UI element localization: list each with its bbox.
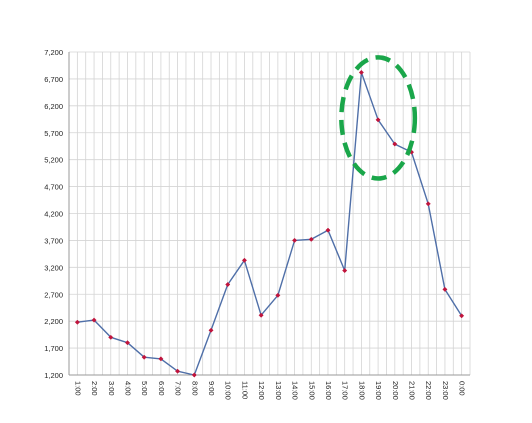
- y-axis-tick-labels: 1,200 1,700 2,200 2,700 3,200 3,700 4,200 4,700…: [44, 48, 63, 380]
- y-tick-label: 4,700: [44, 183, 63, 192]
- y-tick-label: 4,200: [44, 210, 63, 219]
- axes: [68, 52, 470, 376]
- x-tick-label: 12:00: [257, 381, 266, 400]
- x-tick-label: 1:00: [73, 381, 82, 396]
- y-tick-label: 3,200: [44, 263, 63, 272]
- data-point: [124, 340, 131, 346]
- highlight-annotation: [339, 55, 418, 181]
- x-tick-label: 14:00: [291, 381, 300, 400]
- x-tick-label: 17:00: [341, 381, 350, 400]
- x-tick-label: 13:00: [274, 381, 283, 400]
- data-point: [375, 117, 381, 123]
- data-point: [208, 327, 214, 333]
- x-axis-tick-labels: 1:00 2:00 3:00 4:00 5:00 6:00 7:00 8:00 9:00 10:0…: [73, 381, 466, 400]
- x-tick-label: 9:00: [207, 381, 216, 396]
- data-point: [191, 372, 197, 378]
- x-tick-label: 10:00: [224, 381, 233, 400]
- x-tick-label: 6:00: [157, 381, 166, 396]
- x-tick-label: 23:00: [441, 381, 450, 400]
- x-tick-label: 7:00: [174, 381, 183, 396]
- x-tick-label: 11:00: [240, 381, 249, 399]
- x-tick-label: 15:00: [307, 381, 316, 400]
- y-tick-label: 3,700: [44, 236, 63, 245]
- x-tick-label: 18:00: [357, 381, 366, 400]
- y-tick-label: 7,200: [44, 48, 63, 57]
- x-tick-label: 4:00: [123, 381, 132, 396]
- data-point: [342, 268, 348, 274]
- data-point: [241, 257, 247, 263]
- x-tick-label: 21:00: [408, 381, 417, 400]
- data-point: [141, 354, 147, 360]
- x-tick-label: 2:00: [90, 381, 99, 396]
- data-point: [258, 312, 264, 318]
- x-tick-label: 8:00: [190, 381, 199, 396]
- y-tick-label: 5,700: [44, 129, 63, 138]
- y-tick-label: 2,700: [44, 290, 63, 299]
- data-point: [108, 334, 114, 340]
- x-tick-label: 5:00: [140, 381, 149, 396]
- data-point: [158, 356, 164, 362]
- x-tick-label: 0:00: [458, 381, 467, 396]
- data-point: [74, 319, 80, 325]
- series-line: [77, 71, 463, 376]
- data-point: [225, 282, 231, 288]
- data-markers: [74, 69, 465, 378]
- grid-lines: [68, 51, 471, 376]
- data-point: [325, 227, 331, 233]
- y-tick-label: 5,200: [44, 156, 63, 165]
- data-point: [292, 237, 298, 243]
- data-point: [275, 292, 281, 298]
- x-tick-label: 3:00: [107, 381, 116, 396]
- data-point: [308, 236, 314, 242]
- data-point: [175, 368, 181, 374]
- y-tick-label: 1,700: [44, 344, 63, 353]
- data-point: [442, 286, 448, 292]
- series-line-path: [77, 71, 463, 376]
- x-tick-label: 22:00: [424, 381, 433, 400]
- data-point: [425, 201, 431, 207]
- y-tick-label: 1,200: [44, 371, 63, 380]
- highlight-ellipse: [339, 55, 418, 181]
- x-tick-label: 20:00: [391, 381, 400, 400]
- y-tick-label: 6,200: [44, 102, 63, 111]
- y-tick-label: 2,200: [44, 317, 63, 326]
- data-point: [358, 69, 364, 76]
- data-point: [392, 141, 398, 147]
- x-tick-label: 19:00: [374, 381, 383, 400]
- x-tick-label: 16:00: [324, 381, 333, 400]
- y-tick-label: 6,700: [44, 75, 63, 84]
- data-point: [459, 313, 465, 319]
- data-point: [91, 317, 97, 323]
